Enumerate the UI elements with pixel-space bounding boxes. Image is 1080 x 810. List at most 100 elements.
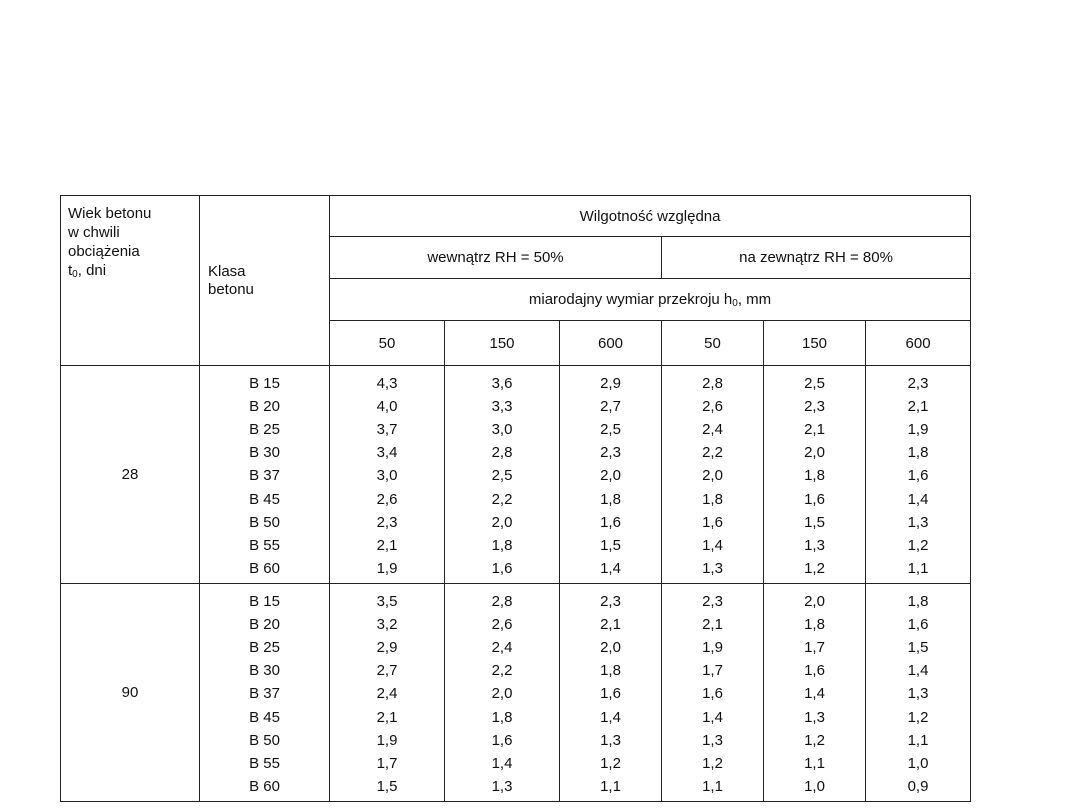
- creep-value: 2,5: [491, 467, 513, 485]
- creep-value: 2,1: [907, 397, 929, 415]
- class-cell: B 15 B 20 B 25 B 30 B 37 B 45 B 50 B 55 B 60: [199, 583, 330, 802]
- creep-value: 1,8: [702, 490, 723, 508]
- dimension-header-subscript: 0: [732, 297, 738, 309]
- creep-value: 3,0: [376, 467, 398, 485]
- creep-value: 1,3: [600, 731, 621, 749]
- class-header-line-2: betonu: [208, 280, 254, 298]
- concrete-class: B 37: [249, 685, 280, 703]
- concrete-class: B 15: [249, 374, 280, 392]
- concrete-class: B 30: [249, 662, 280, 680]
- creep-value: 1,8: [804, 615, 825, 633]
- creep-value: 1,5: [600, 537, 621, 554]
- size-header-outside-150: 150: [763, 320, 866, 366]
- creep-value: 1,3: [491, 778, 513, 796]
- creep-value: 1,6: [600, 513, 621, 531]
- creep-value: 2,9: [600, 374, 621, 392]
- concrete-class: B 55: [249, 537, 280, 554]
- creep-value: 2,8: [491, 592, 513, 610]
- concrete-class: B 50: [249, 731, 280, 749]
- value-cell: 2,3 2,1 1,9 1,7 1,6 1,4 1,3 1,2 1,1: [661, 583, 764, 802]
- creep-value: 2,6: [376, 490, 398, 508]
- creep-value: 2,1: [702, 615, 723, 633]
- creep-value: 4,3: [376, 374, 398, 392]
- creep-value: 2,0: [804, 592, 825, 610]
- creep-value: 1,4: [600, 560, 621, 578]
- size-header-inside-150: 150: [444, 320, 560, 366]
- creep-value: 3,6: [491, 374, 513, 392]
- creep-value: 1,1: [907, 731, 929, 749]
- creep-value: 2,3: [600, 444, 621, 462]
- dimension-header-unit: , mm: [737, 290, 772, 308]
- creep-value: 3,4: [376, 444, 398, 462]
- class-column-header: Klasa betonu: [199, 195, 330, 366]
- age-header-line-3: obciążenia: [68, 243, 140, 260]
- creep-value: 2,4: [376, 685, 398, 703]
- creep-value: 2,3: [702, 592, 723, 610]
- creep-value: 2,5: [804, 374, 825, 392]
- concrete-class: B 55: [249, 755, 280, 772]
- creep-value: 2,1: [376, 708, 398, 726]
- creep-value: 1,2: [600, 755, 621, 772]
- creep-value: 1,6: [491, 560, 513, 578]
- creep-value: 1,3: [804, 708, 825, 726]
- creep-value: 3,0: [491, 420, 513, 438]
- creep-value: 1,2: [907, 537, 929, 554]
- age-header-symbol: t: [68, 262, 73, 279]
- value-cell: 3,5 3,2 2,9 2,7 2,4 2,1 1,9 1,7 1,5: [329, 583, 445, 802]
- creep-value: 1,3: [702, 731, 723, 749]
- creep-value: 1,4: [702, 537, 723, 554]
- value-cell: 2,8 2,6 2,4 2,2 2,0 1,8 1,6 1,4 1,3: [661, 365, 764, 584]
- creep-value: 2,0: [491, 513, 513, 531]
- size-header-inside-600: 600: [559, 320, 662, 366]
- creep-value: 1,8: [804, 467, 825, 485]
- concrete-class: B 30: [249, 444, 280, 462]
- value-cell: 4,3 4,0 3,7 3,4 3,0 2,6 2,3 2,1 1,9: [329, 365, 445, 584]
- creep-value: 1,9: [376, 731, 398, 749]
- concrete-class: B 25: [249, 420, 280, 438]
- creep-value: 2,9: [376, 638, 398, 656]
- creep-value: 1,3: [907, 685, 929, 703]
- creep-value: 1,2: [702, 755, 723, 772]
- creep-value: 1,4: [491, 755, 513, 772]
- creep-value: 1,8: [907, 444, 929, 462]
- age-header-subscript: 0: [72, 269, 78, 280]
- concrete-class: B 25: [249, 638, 280, 656]
- creep-coefficient-table: Wiek betonu w chwili obciążenia t0, dni …: [60, 195, 972, 802]
- concrete-class: B 45: [249, 708, 280, 726]
- creep-value: 2,2: [491, 662, 513, 680]
- creep-value: 1,5: [907, 638, 929, 656]
- value-cell: 3,6 3,3 3,0 2,8 2,5 2,2 2,0 1,8 1,6: [444, 365, 560, 584]
- creep-value: 1,7: [702, 662, 723, 680]
- creep-value: 2,0: [600, 467, 621, 485]
- creep-value: 1,5: [376, 778, 398, 796]
- humidity-header: Wilgotność względna: [328, 195, 972, 237]
- creep-value: 2,3: [804, 397, 825, 415]
- size-header-outside-50: 50: [661, 320, 764, 366]
- creep-value: 2,1: [804, 420, 825, 438]
- creep-value: 2,3: [600, 592, 621, 610]
- value-cell: 2,5 2,3 2,1 2,0 1,8 1,6 1,5 1,3 1,2: [763, 365, 866, 584]
- creep-value: 1,3: [702, 560, 723, 578]
- creep-value: 0,9: [907, 778, 929, 796]
- creep-value: 2,8: [491, 444, 513, 462]
- creep-value: 1,8: [600, 490, 621, 508]
- creep-value: 1,7: [804, 638, 825, 656]
- creep-value: 2,7: [376, 662, 398, 680]
- creep-value: 2,1: [376, 537, 398, 554]
- size-header-inside-50: 50: [329, 320, 445, 366]
- creep-value: 2,7: [600, 397, 621, 415]
- value-cell: 2,8 2,6 2,4 2,2 2,0 1,8 1,6 1,4 1,3: [444, 583, 560, 802]
- creep-value: 2,2: [491, 490, 513, 508]
- age-header-line-2: w chwili: [68, 224, 120, 241]
- class-cell: B 15 B 20 B 25 B 30 B 37 B 45 B 50 B 55 B 60: [199, 365, 330, 584]
- creep-value: 2,5: [600, 420, 621, 438]
- concrete-class: B 50: [249, 513, 280, 531]
- value-cell: 1,8 1,6 1,5 1,4 1,3 1,2 1,1 1,0 0,9: [864, 583, 972, 802]
- inside-humidity-header: wewnątrz RH = 50%: [329, 236, 662, 279]
- creep-value: 1,2: [907, 708, 929, 726]
- creep-value: 1,6: [804, 662, 825, 680]
- dimension-header-text: miarodajny wymiar przekroju h: [528, 290, 733, 308]
- creep-value: 1,0: [907, 755, 929, 772]
- creep-value: 1,1: [600, 778, 621, 796]
- creep-value: 1,2: [804, 560, 825, 578]
